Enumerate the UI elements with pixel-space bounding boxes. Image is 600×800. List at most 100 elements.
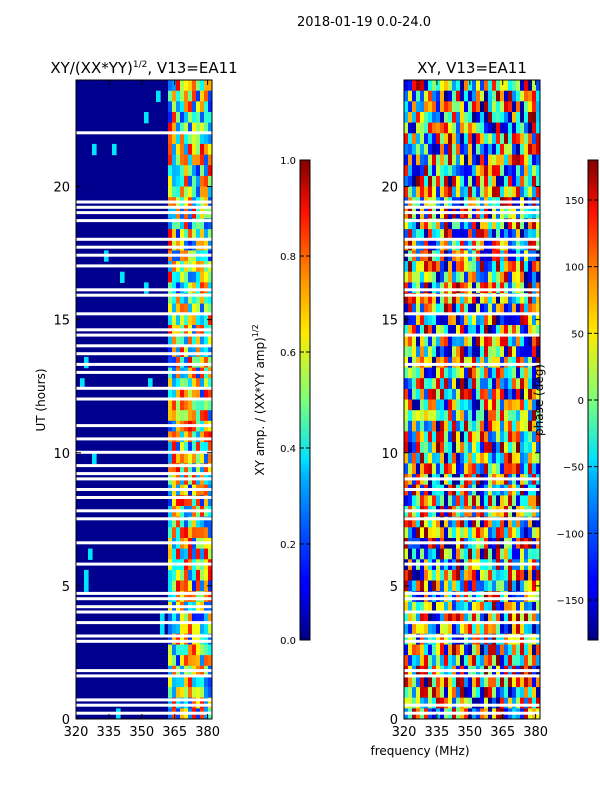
heatmap-cell [496, 399, 501, 411]
heatmap-cell [472, 175, 477, 188]
heatmap-cell [184, 612, 189, 624]
heatmap-cell [172, 314, 177, 326]
heatmap-cell [408, 335, 413, 347]
heatmap-cell [432, 101, 437, 113]
heatmap-cell [180, 218, 185, 230]
heatmap-cell [200, 165, 205, 177]
heatmap-cell [520, 282, 525, 294]
heatmap-cell [412, 218, 417, 230]
heatmap-cell [480, 463, 485, 475]
heatmap-cell [408, 133, 413, 145]
heatmap-cell [484, 239, 489, 252]
heatmap-cell [408, 271, 413, 283]
flagged-row [76, 496, 212, 499]
heatmap-cell [460, 239, 465, 252]
heatmap-cell [508, 623, 513, 635]
heatmap-cell [524, 271, 529, 283]
heatmap-cell [500, 271, 505, 283]
heatmap-cell [460, 133, 465, 145]
heatmap-cell [468, 452, 473, 465]
heatmap-cell [488, 644, 493, 656]
heatmap-cell [524, 527, 529, 539]
heatmap-cell [476, 601, 481, 614]
heatmap-cell [448, 420, 453, 433]
heatmap-cell [168, 388, 173, 401]
heatmap-cell [524, 623, 529, 635]
heatmap-cell [192, 442, 197, 454]
heatmap-cell [472, 303, 477, 315]
heatmap-cell [204, 239, 209, 252]
heatmap-cell [440, 90, 445, 102]
heatmap-cell [496, 80, 501, 92]
heatmap-cell [480, 591, 485, 603]
heatmap-cell [424, 165, 429, 177]
heatmap-cell [412, 335, 417, 347]
flagged-row [76, 597, 212, 601]
heatmap-cell [428, 239, 433, 252]
heatmap-cell [452, 623, 457, 635]
heatmap-cell [488, 356, 493, 369]
heatmap-cell [508, 644, 513, 656]
heatmap-cell [168, 399, 173, 411]
heatmap-cell [476, 303, 481, 315]
heatmap-cell [472, 623, 477, 635]
heatmap-cell [180, 548, 185, 560]
heatmap-cell [180, 335, 185, 347]
heatmap-cell [416, 591, 421, 603]
heatmap-cell [200, 229, 205, 241]
heatmap-cell [488, 431, 493, 443]
heatmap-cell [404, 548, 409, 560]
heatmap-cell [176, 495, 181, 507]
heatmap-cell [176, 431, 181, 443]
heatmap-cell [536, 154, 540, 166]
heatmap-cell [408, 410, 413, 422]
heatmap-cell [532, 261, 537, 273]
colorbar-tick-label: −50 [563, 463, 584, 474]
heatmap-cell [464, 367, 469, 379]
heatmap-cell [204, 687, 209, 699]
heatmap-cell [472, 335, 477, 347]
heatmap-cell [504, 420, 509, 433]
heatmap-cell [168, 112, 173, 124]
heatmap-cell [520, 431, 525, 443]
heatmap-cell [504, 580, 509, 592]
heatmap-cell [476, 218, 481, 230]
heatmap-cell [184, 90, 189, 102]
heatmap-cell [184, 314, 189, 326]
heatmap-cell [536, 633, 540, 646]
heatmap-cell [532, 431, 537, 443]
heatmap-cell [184, 633, 189, 646]
heatmap-cell [464, 580, 469, 592]
heatmap-cell [404, 420, 409, 433]
heatmap-cell [452, 676, 457, 688]
heatmap-cell [432, 410, 437, 422]
heatmap-cell [412, 282, 417, 294]
heatmap-cell [456, 229, 461, 241]
heatmap-cell [176, 655, 181, 667]
heatmap-cell [412, 644, 417, 656]
heatmap-cell [528, 463, 533, 475]
heatmap-cell [480, 378, 485, 390]
heatmap-cell [188, 569, 193, 582]
heatmap-cell [444, 218, 449, 230]
heatmap-cell [192, 697, 197, 709]
heatmap-cell [448, 80, 453, 92]
heatmap-cell [432, 303, 437, 315]
heatmap-cell [208, 165, 212, 177]
heatmap-cell [512, 623, 517, 635]
heatmap-cell [468, 676, 473, 688]
heatmap-cell [472, 346, 477, 358]
heatmap-cell [496, 112, 501, 124]
heatmap-cell [524, 90, 529, 102]
heatmap-cell [204, 229, 209, 241]
heatmap-cell [172, 591, 177, 603]
heatmap-cell [184, 143, 189, 156]
heatmap-cell [516, 186, 521, 198]
heatmap-cell [496, 154, 501, 166]
heatmap-cell [416, 431, 421, 443]
heatmap-cell [420, 314, 425, 326]
heatmap-cell [476, 580, 481, 592]
phase-heatmap [404, 80, 540, 719]
heatmap-cell [436, 580, 441, 592]
heatmap-cell [520, 697, 525, 709]
